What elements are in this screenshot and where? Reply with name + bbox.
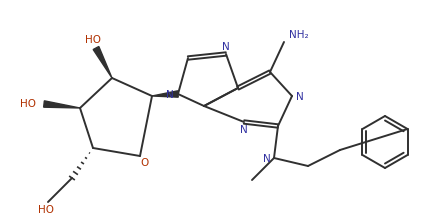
Polygon shape [152, 91, 178, 97]
Text: O: O [140, 158, 148, 168]
Text: N: N [222, 42, 230, 52]
Text: HO: HO [38, 205, 54, 215]
Text: N: N [296, 92, 304, 102]
Text: NH₂: NH₂ [289, 30, 309, 40]
Text: HO: HO [20, 99, 36, 109]
Polygon shape [93, 46, 112, 78]
Text: N: N [263, 154, 271, 164]
Text: HO: HO [85, 35, 101, 45]
Text: N: N [240, 125, 248, 135]
Text: N: N [166, 90, 174, 100]
Polygon shape [43, 101, 80, 108]
